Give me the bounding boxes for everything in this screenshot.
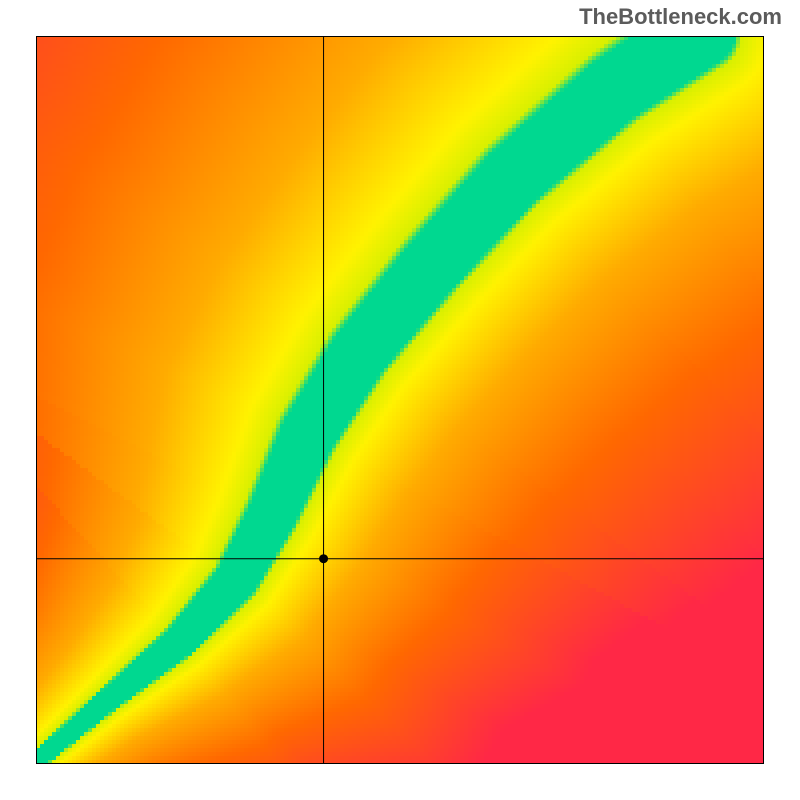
heatmap-canvas <box>36 36 764 764</box>
chart-container: TheBottleneck.com <box>0 0 800 800</box>
watermark-text: TheBottleneck.com <box>579 4 782 30</box>
